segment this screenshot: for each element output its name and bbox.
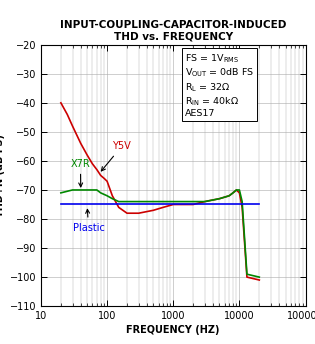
Title: INPUT-COUPLING-CAPACITOR-INDUCED
THD vs. FREQUENCY: INPUT-COUPLING-CAPACITOR-INDUCED THD vs.… — [60, 20, 286, 41]
Text: Plastic: Plastic — [72, 209, 104, 233]
Text: FS = 1V$_{\rm RMS}$
V$_{\rm OUT}$ = 0dB FS
R$_{\rm L}$ = 32$\Omega$
R$_{\rm IN}$: FS = 1V$_{\rm RMS}$ V$_{\rm OUT}$ = 0dB … — [185, 53, 255, 118]
X-axis label: FREQUENCY (HZ): FREQUENCY (HZ) — [127, 325, 220, 335]
Text: Y5V: Y5V — [101, 141, 131, 171]
Text: X7R: X7R — [71, 159, 90, 187]
Y-axis label: THD+N (dB FS): THD+N (dB FS) — [0, 134, 5, 217]
